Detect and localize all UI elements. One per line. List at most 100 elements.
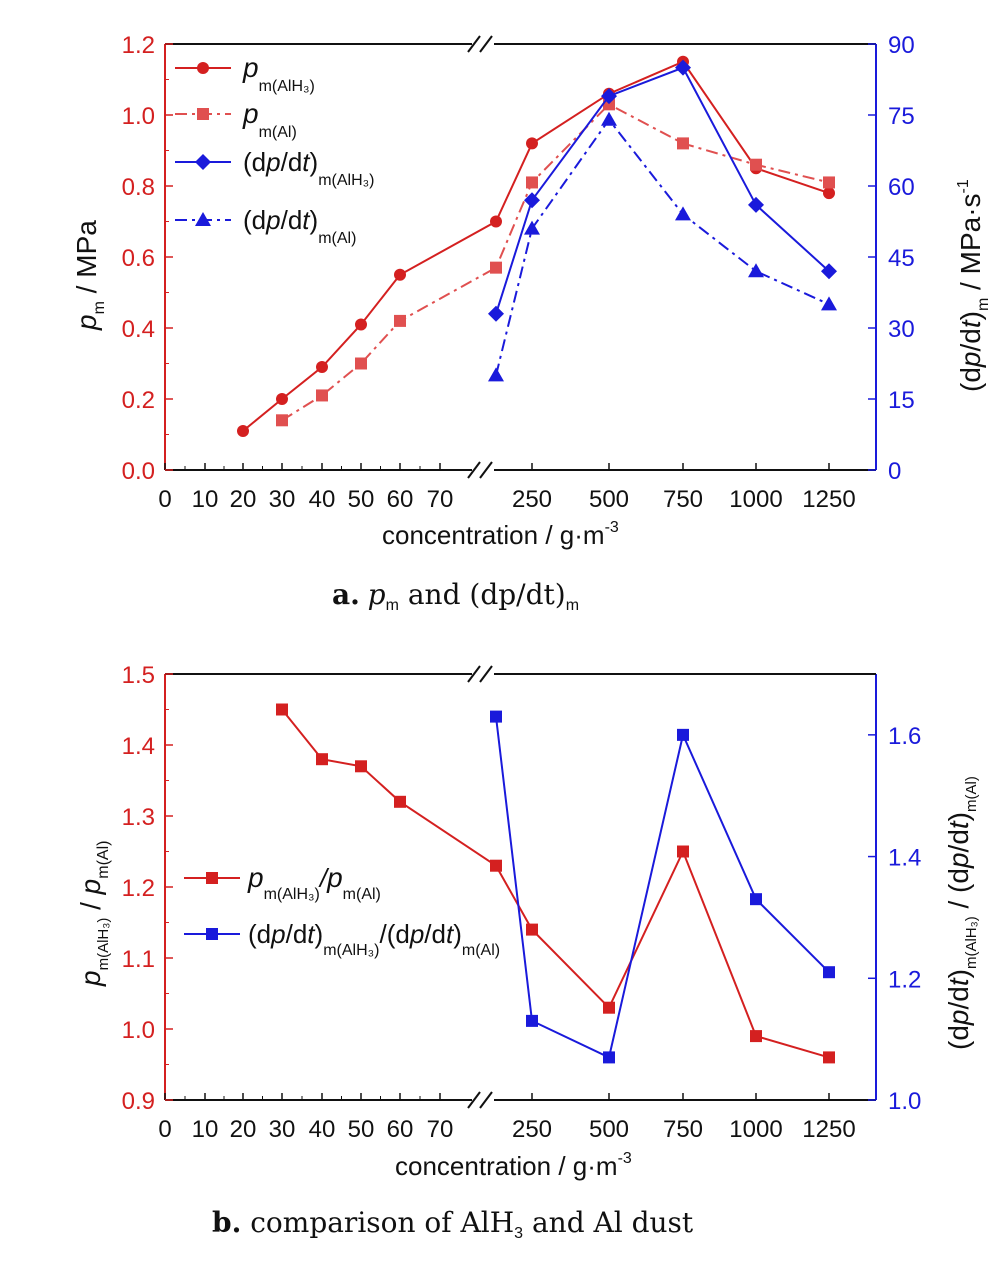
y-right-tick-label: 15 <box>888 387 915 414</box>
caption-b: b. comparison of AlH3 and Al dust <box>212 1206 694 1242</box>
label-part: (d <box>243 205 266 235</box>
series-line-2 <box>495 66 830 315</box>
y-right-axis-title: (dp/dt)m / MPa·s-1 <box>955 179 992 392</box>
legend-label-2: (dp/dt)m(AlH₃) <box>243 147 374 189</box>
data-point <box>823 176 835 189</box>
data-point <box>526 137 538 150</box>
data-point <box>490 215 502 228</box>
label-part: / <box>75 894 106 917</box>
data-point <box>524 192 540 209</box>
label-part: p <box>943 852 974 869</box>
label-part: (d <box>943 868 974 893</box>
label-part: t <box>955 319 986 328</box>
axis-break-mark <box>479 1091 493 1109</box>
label-part: p <box>265 147 280 177</box>
y-left-tick-label: 0.2 <box>122 387 155 414</box>
y-right-tick-label: 90 <box>888 32 915 59</box>
label-part: /d <box>281 205 303 235</box>
legend-marker <box>195 212 211 226</box>
data-point <box>355 357 367 370</box>
label-part: m(AlH₃) <box>259 78 315 95</box>
y-left-tick-label: 0.4 <box>122 316 155 343</box>
label-part: m(AlH₃) <box>318 172 374 189</box>
x-tick-label: 50 <box>348 486 375 513</box>
label-part: ) <box>955 311 986 320</box>
y-right-axis-title: (dp/dt)m(AlH₃) / (dp/dt)m(Al) <box>943 776 980 1050</box>
data-point <box>276 393 288 405</box>
y-left-tick-label: 1.0 <box>122 1017 155 1044</box>
data-point <box>276 414 288 427</box>
x-tick-label: 1250 <box>802 486 855 513</box>
x-tick-label: 60 <box>387 1116 414 1143</box>
data-point <box>237 424 249 437</box>
data-point <box>316 361 328 374</box>
data-point <box>526 923 538 936</box>
y-right-tick-label: 30 <box>888 316 915 343</box>
data-point <box>821 296 837 311</box>
x-tick-label: 250 <box>512 486 552 513</box>
label-part: / MPa·s <box>955 193 986 297</box>
label-part: and <box>399 578 469 611</box>
data-point <box>394 314 406 327</box>
y-left-axis-title: pm / MPa <box>71 220 108 331</box>
label-part: m(AlH₃) <box>963 916 980 969</box>
label-part: concentration / g·m <box>382 520 605 550</box>
series-line-3 <box>495 118 830 376</box>
axis-break-mark <box>479 461 493 479</box>
caption-a: a. pm and (dp/dt)m <box>332 578 579 614</box>
legend-marker <box>197 108 209 120</box>
label-part: m(AlH₃) <box>323 942 379 959</box>
x-tick-label: 10 <box>192 1116 219 1143</box>
series-line-0 <box>281 708 830 1059</box>
data-point <box>394 268 406 281</box>
label-part: p <box>368 578 386 611</box>
chart-a: 0 10 20 30 40 50 60 70 250 500 750 1000 12500.00.20.… <box>71 32 992 614</box>
data-point <box>750 158 762 171</box>
label-part: p <box>943 1010 974 1027</box>
label-part: m(AlH₃) <box>264 886 320 903</box>
data-point <box>823 966 835 979</box>
y-right-tick-label: 0 <box>888 458 901 485</box>
legend-label-0: pm(AlH₃) <box>242 52 315 95</box>
y-left-tick-label: 1.2 <box>122 875 155 902</box>
y-left-tick-label: 0.8 <box>122 174 155 201</box>
data-point <box>677 137 689 150</box>
label-part <box>360 579 368 610</box>
label-part: ) <box>310 147 319 177</box>
label-part: m(Al) <box>963 776 980 812</box>
y-left-tick-label: 0.9 <box>122 1088 155 1115</box>
label-part: /d <box>424 919 446 949</box>
label-part: ) <box>943 969 974 978</box>
label-part: p <box>270 919 285 949</box>
label-part: /d <box>943 986 974 1009</box>
label-part: / MPa <box>71 220 102 301</box>
label-part: /d <box>281 147 303 177</box>
x-axis-title: concentration / g·m-3 <box>382 519 619 550</box>
y-right-tick-label: 75 <box>888 103 915 130</box>
x-tick-label: 70 <box>427 1116 454 1143</box>
legend-marker <box>195 154 211 170</box>
label-part: t <box>446 919 455 949</box>
y-left-tick-label: 1.1 <box>122 946 155 973</box>
axis-break-mark <box>479 665 493 683</box>
data-point <box>677 728 689 741</box>
x-tick-label: 50 <box>348 1116 375 1143</box>
label-part: m(Al) <box>462 942 500 959</box>
label-part: t <box>302 205 311 235</box>
label-part: t <box>943 820 974 829</box>
data-point <box>355 760 367 773</box>
data-point <box>488 305 504 322</box>
label-part: ) <box>315 919 324 949</box>
data-point <box>490 261 502 274</box>
data-point <box>823 1051 835 1064</box>
y-right-tick-label: 1.0 <box>888 1088 921 1115</box>
legend-label-1: (dp/dt)m(AlH₃)/(dp/dt)m(Al) <box>248 919 500 959</box>
label-part: m <box>91 301 108 314</box>
data-point <box>490 710 502 723</box>
label-part: p <box>75 970 106 987</box>
series-line-1 <box>495 716 830 1059</box>
legend-marker <box>197 62 209 74</box>
y-right-tick-label: 1.6 <box>888 723 921 750</box>
data-point <box>750 893 762 906</box>
x-tick-label: 10 <box>192 486 219 513</box>
